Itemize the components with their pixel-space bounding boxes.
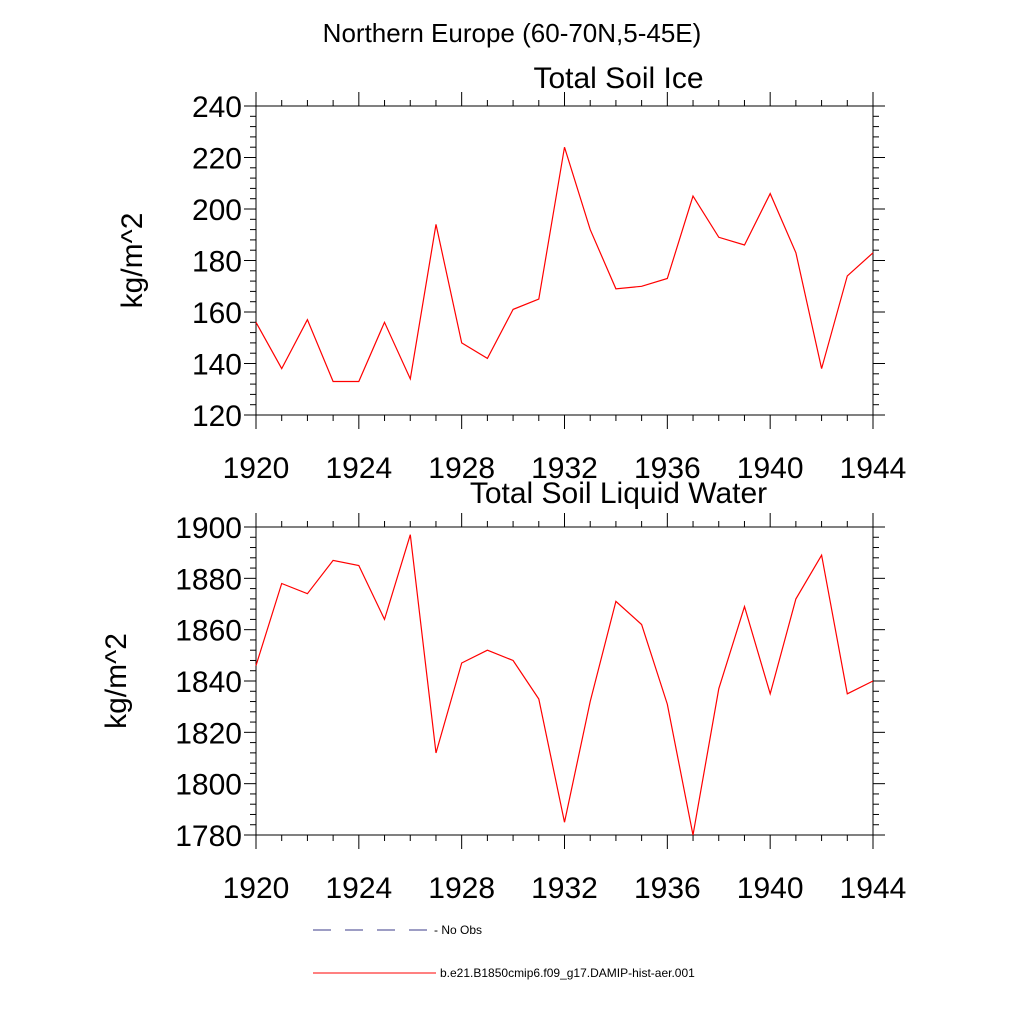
legend-label-no-obs: - No Obs [434, 923, 482, 937]
chart-title: Total Soil Ice [533, 62, 703, 95]
y-tick-label: 140 [192, 349, 242, 382]
x-tick-label: 1940 [737, 452, 804, 485]
y-tick-label: 240 [192, 91, 242, 124]
y-tick-label: 1860 [175, 615, 242, 648]
x-tick-label: 1944 [840, 872, 907, 905]
y-tick-label: 1900 [175, 512, 242, 545]
y-tick-label: 1780 [175, 820, 242, 853]
x-tick-label: 1920 [223, 452, 290, 485]
x-tick-label: 1932 [531, 452, 598, 485]
x-tick-label: 1936 [634, 452, 701, 485]
plot-frame [255, 526, 874, 836]
y-tick-label: 200 [192, 194, 242, 227]
legend: - No Obs b.e21.B1850cmip6.f09_g17.DAMIP-… [313, 923, 695, 980]
legend-label-model: b.e21.B1850cmip6.f09_g17.DAMIP-hist-aer.… [440, 966, 695, 980]
series-line-1 [255, 534, 874, 836]
x-tick-label: 1924 [325, 452, 392, 485]
y-axis-label: kg/m^2 [116, 213, 149, 309]
chart-title: Total Soil Liquid Water [470, 477, 767, 510]
chart-panel-2: Total Soil Liquid Water 1780 1800 1820 1840 1… [100, 477, 906, 905]
plot-frame [255, 105, 874, 416]
y-tick-label: 1800 [175, 769, 242, 802]
x-tick-label: 1928 [428, 452, 495, 485]
chart-panel-1: Total Soil Ice 120 140 160 180 200 220 240 1920 1… [116, 62, 906, 485]
x-tick-label: 1932 [531, 872, 598, 905]
y-tick-label: 1840 [175, 666, 242, 699]
figure-title: Northern Europe (60-70N,5-45E) [323, 18, 702, 48]
x-tick-label: 1936 [634, 872, 701, 905]
x-tick-label: 1924 [325, 872, 392, 905]
y-tick-label: 180 [192, 246, 242, 279]
series-line-1 [255, 147, 874, 383]
y-tick-label: 220 [192, 143, 242, 176]
x-tick-label: 1940 [737, 872, 804, 905]
y-tick-label: 1880 [175, 563, 242, 596]
y-tick-label: 160 [192, 297, 242, 330]
y-tick-label: 1820 [175, 717, 242, 750]
x-tick-label: 1928 [428, 872, 495, 905]
y-axis-label: kg/m^2 [100, 633, 133, 729]
x-tick-label: 1920 [223, 872, 290, 905]
y-tick-label: 120 [192, 400, 242, 433]
x-tick-label: 1944 [840, 452, 907, 485]
panels: Total Soil Ice 120 140 160 180 200 220 240 1920 1… [100, 62, 906, 905]
